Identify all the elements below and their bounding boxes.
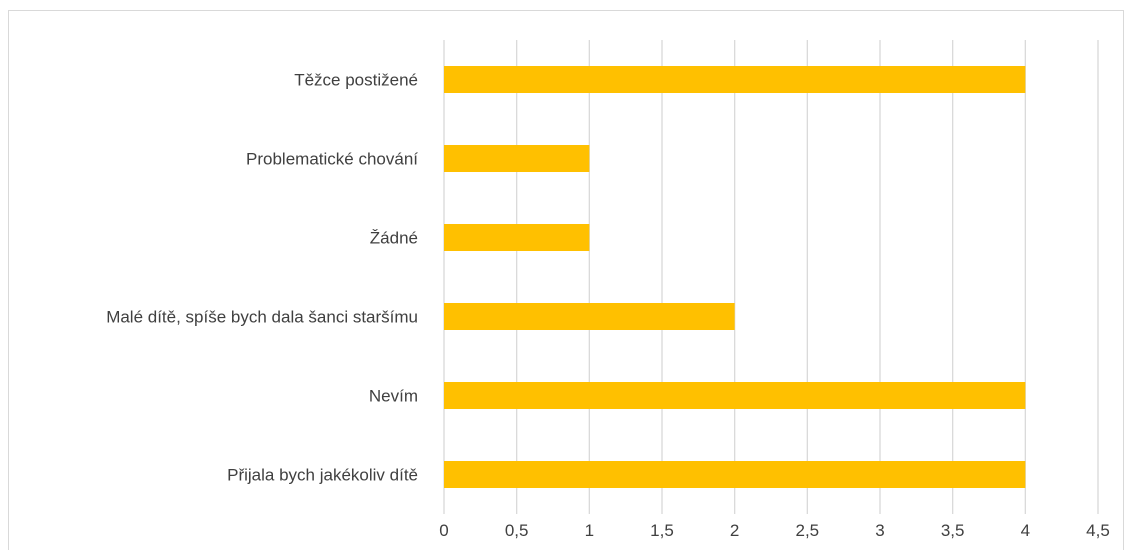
- gridlines: [443, 40, 1099, 514]
- x-tick-label: 1,5: [650, 521, 674, 540]
- x-tick-label: 0: [439, 521, 448, 540]
- category-label: Těžce postižené: [294, 71, 418, 90]
- bars: [444, 66, 1026, 488]
- bar: [444, 224, 590, 251]
- category-label: Problematické chování: [246, 150, 418, 169]
- x-tick-label: 4,5: [1086, 521, 1110, 540]
- x-tick-label: 1: [585, 521, 594, 540]
- category-label: Přijala bych jakékoliv dítě: [227, 466, 418, 485]
- category-labels: Přijala bych jakékoliv dítě Nevím Malé dít…: [106, 71, 418, 485]
- x-tick-label: 4: [1021, 521, 1030, 540]
- bar: [444, 382, 1026, 409]
- x-tick-label: 2: [730, 521, 739, 540]
- chart-frame: [8, 10, 1124, 550]
- bar: [444, 303, 735, 330]
- bar: [444, 66, 1026, 93]
- bar: [444, 461, 1026, 488]
- bar: [444, 145, 590, 172]
- category-label: Malé dítě, spíše bych dala šanci starším…: [106, 308, 418, 327]
- x-tick-label: 2,5: [796, 521, 820, 540]
- x-axis-tick-labels: 0 0,5 1 1,5 2 2,5 3 3,5 4 4,5: [439, 521, 1110, 540]
- x-tick-label: 0,5: [505, 521, 529, 540]
- x-tick-label: 3,5: [941, 521, 965, 540]
- category-label: Žádné: [370, 229, 418, 248]
- category-label: Nevím: [369, 387, 418, 406]
- x-tick-label: 3: [875, 521, 884, 540]
